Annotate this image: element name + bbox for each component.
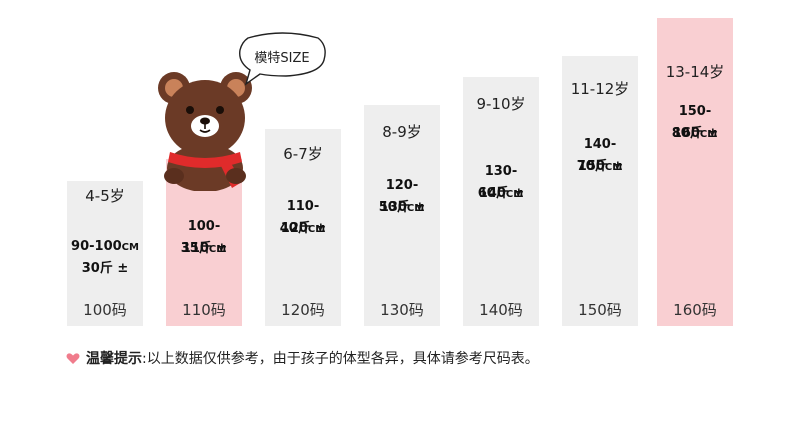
tip-text: :以上数据仅供参考，由于孩子的体型各异，具体请参考尺码表。 (142, 351, 539, 367)
age-label: 8-9岁 (382, 123, 422, 141)
heart-icon (66, 353, 80, 364)
height-range: 110-120CM (280, 199, 326, 236)
bear-mascot-icon (158, 72, 252, 191)
height-range: 150-160CM (672, 104, 718, 141)
height-range: 130-140CM (478, 164, 524, 201)
size-code: 160码 (673, 301, 717, 319)
age-label: 4-5岁 (85, 187, 125, 205)
weight-range: 80斤 ± (671, 126, 719, 141)
height-range: 140-150CM (577, 137, 623, 174)
weight-range: 50斤 ± (378, 200, 426, 215)
size-column-100: 4-5岁 90-100CM 30斤 ± 100码 (67, 181, 143, 326)
size-code: 120码 (281, 301, 325, 319)
weight-range: 60斤 ± (477, 186, 525, 201)
size-column-120: 6-7岁 110-120CM 40斤 ± 120码 (265, 129, 341, 326)
size-code: 140码 (479, 301, 523, 319)
weight-range: 35斤 ± (180, 241, 228, 256)
weight-range: 40斤 ± (279, 221, 327, 236)
age-label: 6-7岁 (283, 145, 323, 163)
size-code: 100码 (83, 301, 127, 319)
weight-range: 70斤 ± (576, 159, 624, 174)
size-column-130: 8-9岁 120-130CM 50斤 ± 130码 (364, 105, 440, 326)
size-code: 150码 (578, 301, 622, 319)
age-label: 9-10岁 (476, 95, 526, 113)
size-column-140: 9-10岁 130-140CM 60斤 ± 140码 (463, 77, 539, 326)
tip-label: 温馨提示 (86, 351, 142, 367)
size-column-150: 11-12岁 140-150CM 70斤 ± 150码 (562, 56, 638, 326)
speech-bubble: 模特SIZE (239, 32, 326, 86)
tip-line: 温馨提示:以上数据仅供参考，由于孩子的体型各异，具体请参考尺码表。 (66, 348, 539, 368)
size-code: 110码 (182, 301, 226, 319)
size-code: 130码 (380, 301, 424, 319)
weight-range: 30斤 ± (81, 261, 129, 276)
age-label: 11-12岁 (570, 80, 630, 98)
height-range: 90-100CM (71, 239, 139, 254)
height-range: 120-130CM (379, 178, 425, 215)
height-range: 100-110CM (181, 219, 227, 256)
bubble-text: 模特SIZE (254, 51, 309, 66)
age-label: 13-14岁 (665, 63, 725, 81)
size-column-160: 13-14岁 150-160CM 80斤 ± 160码 (657, 18, 733, 326)
